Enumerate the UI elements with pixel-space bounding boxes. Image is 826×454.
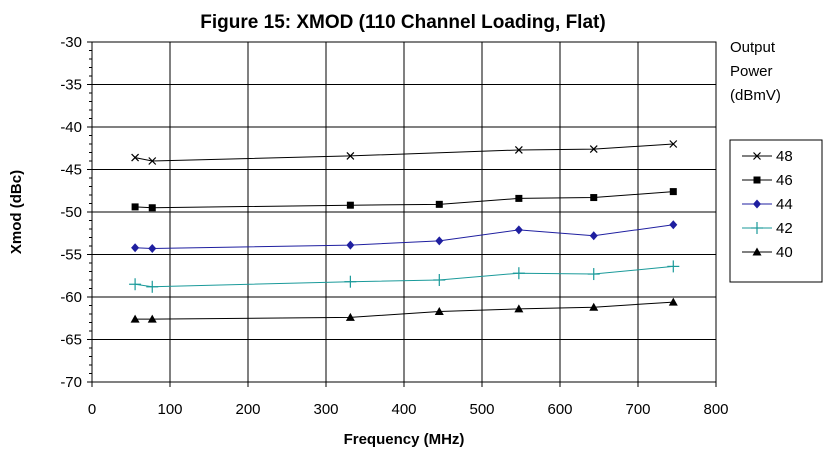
y-axis-label: Xmod (dBc) [8, 170, 25, 254]
data-point-46 [148, 204, 156, 212]
legend-marker-46 [753, 176, 761, 184]
data-point-46 [346, 201, 354, 209]
data-point-42 [433, 274, 446, 286]
series-44 [131, 220, 678, 254]
data-point-44 [669, 220, 678, 230]
y-tick-label: -35 [60, 77, 82, 94]
legend-title-line: Power [730, 63, 773, 80]
legend-item-44: 44 [742, 196, 793, 213]
x-axis: 0 100 200 300 400 500 600 700 800 [88, 382, 729, 418]
data-point-48 [589, 145, 598, 154]
legend-item-48: 48 [742, 148, 793, 165]
data-point-46 [435, 200, 443, 208]
plot-grid [92, 42, 716, 382]
legend-label: 40 [776, 244, 793, 261]
y-tick-label: -55 [60, 247, 82, 264]
x-tick-label: 100 [157, 401, 182, 418]
legend-label: 42 [776, 220, 793, 237]
chart-title: Figure 15: XMOD (110 Channel Loading, Fl… [200, 12, 605, 33]
y-tick-label: -70 [60, 374, 82, 391]
legend-box [729, 139, 823, 283]
data-point-44 [346, 240, 355, 250]
data-point-44 [435, 236, 444, 246]
data-point-44 [148, 244, 157, 254]
data-point-48 [669, 140, 678, 148]
series-line-48 [134, 143, 674, 162]
data-point-42 [587, 268, 600, 281]
x-axis-label: Frequency (MHz) [344, 431, 465, 448]
data-point-42 [512, 267, 525, 280]
data-point-46 [669, 188, 677, 196]
legend: 48 46 44 42 40 [742, 148, 793, 261]
y-tick-label: -65 [60, 332, 82, 349]
series-46 [131, 188, 677, 212]
data-point-46 [515, 194, 523, 202]
data-point-42 [129, 278, 142, 291]
x-tick-label: 200 [235, 401, 260, 418]
y-tick-label: -50 [60, 204, 82, 221]
data-point-48 [514, 146, 523, 154]
data-point-40 [345, 312, 355, 321]
series-40 [130, 297, 678, 323]
legend-label: 46 [776, 172, 793, 189]
data-point-44 [589, 231, 598, 241]
legend-marker-42 [751, 222, 763, 234]
series-48 [131, 140, 678, 165]
legend-title-line: Output [730, 39, 776, 56]
legend-item-40: 40 [742, 244, 793, 261]
data-point-42 [667, 260, 680, 273]
y-tick-label: -30 [60, 34, 82, 51]
data-point-44 [131, 243, 140, 253]
data-point-40 [130, 314, 140, 323]
data-point-46 [590, 194, 598, 202]
data-point-42 [146, 280, 159, 293]
legend-title-line: (dBmV) [730, 87, 781, 104]
legend-label: 44 [776, 196, 793, 213]
data-point-40 [668, 297, 678, 306]
data-point-40 [514, 304, 524, 313]
y-tick-label: -45 [60, 162, 82, 179]
y-axis: -30 -35 -40 -45 -50 -55 -60 -65 -70 [60, 34, 92, 391]
legend-marker-40 [752, 247, 762, 256]
data-point-40 [434, 306, 444, 315]
x-tick-label: 800 [703, 401, 728, 418]
legend-item-46: 46 [742, 172, 793, 189]
legend-label: 48 [776, 148, 793, 165]
x-tick-label: 400 [391, 401, 416, 418]
x-tick-label: 600 [547, 401, 572, 418]
legend-marker-48 [753, 152, 761, 160]
data-point-48 [131, 153, 140, 162]
data-point-44 [514, 225, 523, 235]
legend-title: Output Power (dBmV) [730, 39, 781, 104]
series-42 [129, 260, 680, 293]
data-point-48 [148, 157, 157, 165]
data-point-46 [131, 203, 139, 211]
y-tick-label: -40 [60, 119, 82, 136]
data-point-48 [346, 151, 355, 160]
series-layer [129, 140, 680, 323]
data-point-42 [344, 275, 357, 288]
data-point-40 [589, 302, 599, 311]
x-tick-label: 700 [625, 401, 650, 418]
x-tick-label: 500 [469, 401, 494, 418]
x-tick-label: 300 [313, 401, 338, 418]
data-point-40 [147, 314, 157, 323]
x-tick-label: 0 [88, 401, 96, 418]
legend-marker-44 [753, 199, 761, 209]
legend-item-42: 42 [742, 220, 793, 237]
y-tick-label: -60 [60, 289, 82, 306]
